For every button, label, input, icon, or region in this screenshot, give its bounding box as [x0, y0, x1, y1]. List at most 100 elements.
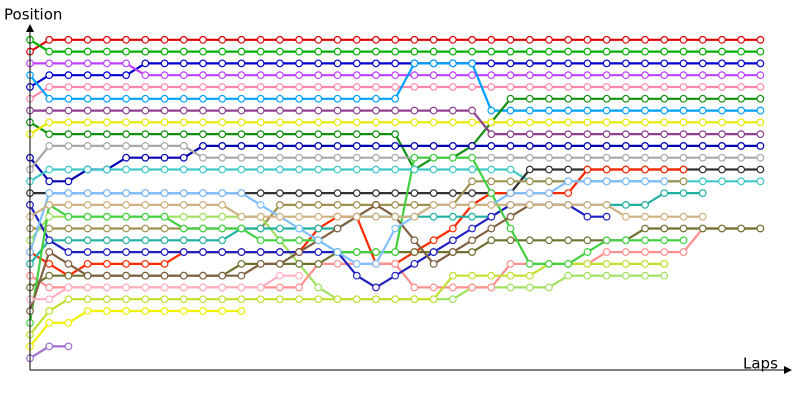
lap-marker [660, 94, 669, 103]
lap-marker [429, 59, 438, 68]
lap-marker [295, 212, 303, 221]
lap-marker [256, 83, 265, 91]
lap-marker [160, 165, 169, 174]
lap-marker [256, 47, 265, 56]
lap-marker [448, 236, 457, 245]
lap-marker [660, 35, 669, 44]
lap-marker [275, 142, 284, 150]
lap-marker [102, 200, 111, 209]
lap-marker [199, 189, 207, 198]
lap-marker [314, 165, 323, 174]
lap-marker [525, 200, 534, 209]
lap-marker [429, 83, 438, 91]
lap-marker [122, 130, 131, 139]
lap-marker [429, 248, 438, 256]
lap-marker [641, 94, 649, 103]
lap-marker [199, 283, 207, 292]
lap-marker [641, 259, 649, 268]
lap-marker [641, 177, 649, 186]
lap-marker [602, 130, 611, 139]
lap-marker [448, 295, 457, 304]
lap-marker [698, 71, 707, 80]
lap-marker [506, 130, 515, 139]
lap-marker [429, 153, 438, 162]
lap-marker [179, 248, 188, 256]
lap-marker [737, 130, 746, 139]
lap-marker [141, 94, 150, 103]
lap-marker [372, 200, 380, 209]
lap-marker [218, 212, 227, 221]
lap-marker [314, 130, 323, 139]
lap-marker [45, 342, 54, 351]
lap-marker [698, 130, 707, 139]
lap-marker [410, 35, 419, 44]
lap-marker [698, 106, 707, 115]
lap-marker [256, 248, 265, 256]
lap-marker [737, 83, 746, 91]
lap-marker [64, 106, 73, 115]
series-line [29, 309, 242, 348]
lap-marker [410, 153, 419, 162]
lap-marker [564, 130, 573, 139]
lap-marker [506, 35, 515, 44]
lap-marker [141, 295, 150, 304]
lap-marker [679, 35, 688, 44]
lap-marker [621, 94, 630, 103]
lap-marker [352, 130, 361, 139]
lap-marker [602, 259, 611, 268]
lap-marker [737, 94, 746, 103]
lap-marker [160, 35, 169, 44]
lap-marker [506, 283, 515, 292]
lap-marker [295, 259, 303, 268]
lap-marker [679, 130, 688, 139]
lap-marker [372, 130, 380, 139]
lap-marker [160, 200, 169, 209]
lap-marker [391, 47, 400, 56]
lap-marker [141, 307, 150, 315]
lap-marker [295, 47, 303, 56]
lap-marker [602, 236, 611, 245]
lap-marker [83, 59, 92, 68]
lap-marker [237, 212, 246, 221]
lap-marker [487, 236, 496, 245]
lap-marker [718, 130, 726, 139]
lap-marker [218, 283, 227, 292]
lap-marker [641, 200, 649, 209]
lap-marker [468, 283, 476, 292]
series-line [28, 180, 665, 265]
lap-marker [621, 153, 630, 162]
lap-marker [583, 259, 592, 268]
lap-marker [602, 118, 611, 127]
lap-marker [660, 248, 669, 256]
lap-marker [564, 200, 573, 209]
lap-marker [391, 224, 400, 233]
lap-marker [679, 177, 688, 186]
lap-marker [218, 35, 227, 44]
lap-marker [372, 118, 380, 127]
lap-marker [410, 212, 419, 221]
series-line [29, 144, 761, 183]
lap-marker [45, 94, 54, 103]
lap-marker [314, 71, 323, 80]
lap-marker [391, 248, 400, 256]
lap-marker [756, 94, 765, 103]
lap-marker [314, 153, 323, 162]
lap-marker [679, 212, 688, 221]
lap-marker [448, 165, 457, 174]
lap-marker [468, 142, 476, 150]
lap-marker [83, 142, 92, 150]
lap-marker [314, 59, 323, 68]
lap-marker [660, 118, 669, 127]
lap-marker [679, 118, 688, 127]
lap-marker [237, 307, 246, 315]
lap-marker [602, 106, 611, 115]
lap-marker [468, 224, 476, 233]
lap-marker [199, 83, 207, 91]
lap-marker [372, 106, 380, 115]
lap-marker [83, 118, 92, 127]
lap-marker [45, 236, 54, 245]
lap-marker [718, 94, 726, 103]
lap-marker [525, 236, 534, 245]
lap-marker [660, 83, 669, 91]
lap-marker [372, 83, 380, 91]
